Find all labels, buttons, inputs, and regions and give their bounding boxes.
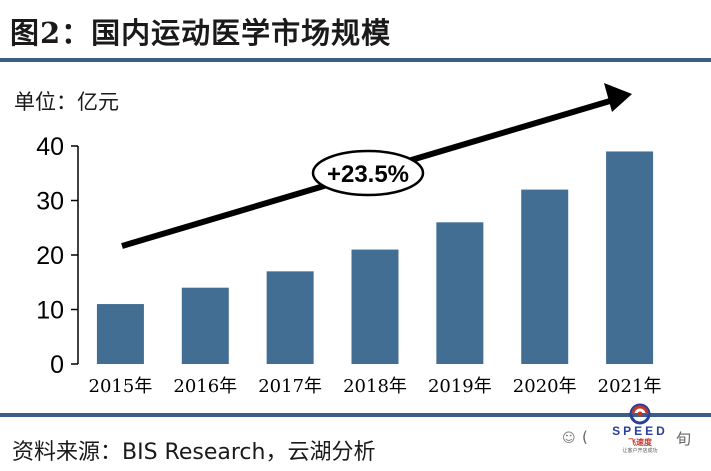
growth-ellipse (311, 149, 425, 197)
logo-word: SPEED (612, 424, 668, 438)
logo-slogan: 让客户开店成功 (622, 448, 658, 454)
y-tick-label: 30 (36, 188, 64, 216)
y-tick-label: 40 (36, 133, 64, 161)
bar-0 (96, 304, 144, 364)
watermark-tail-text: 旬 (676, 430, 692, 448)
growth-arrow-head (604, 83, 632, 112)
watermark-partial-text: ( (582, 428, 588, 446)
bar-5 (521, 189, 569, 364)
growth-label: +23.5% (327, 161, 409, 188)
chart-title: 图2：国内运动医学市场规模 (10, 16, 392, 50)
x-tick-label: 2016年 (173, 376, 237, 397)
title-divider (0, 58, 711, 62)
logo-cn-name: 飞速度 (628, 438, 652, 447)
unit-label: 单位：亿元 (14, 90, 119, 114)
x-tick-label: 2017年 (258, 376, 322, 397)
y-tick-label: 10 (36, 297, 64, 325)
x-tick-label: 2015年 (89, 376, 153, 397)
y-tick-label: 0 (50, 351, 64, 379)
speed-logo: SPEED 飞速度 让客户开店成功 (600, 403, 680, 469)
growth-annotation: +23.5% (121, 83, 632, 249)
y-axis: 0 10 20 30 40 (36, 133, 79, 379)
speed-swirl-icon (629, 403, 651, 425)
bar-series (96, 151, 654, 364)
wechat-icon: ☺ (562, 431, 576, 446)
bar-1 (181, 287, 229, 364)
bar-3 (351, 249, 399, 364)
x-tick-label: 2019年 (428, 376, 492, 397)
bar-2 (266, 271, 314, 364)
x-tick-label: 2020年 (513, 376, 577, 397)
source-note: 资料来源：BIS Research，云湖分析 (12, 440, 376, 465)
bar-6 (606, 151, 654, 364)
bar-4 (436, 222, 484, 364)
footer-divider (0, 413, 711, 417)
y-tick-label: 20 (36, 242, 64, 270)
x-tick-label: 2021年 (598, 376, 662, 397)
x-axis-labels: 2015年 2016年 2017年 2018年 2019年 2020年 2021年 (89, 376, 662, 397)
x-tick-label: 2018年 (343, 376, 407, 397)
